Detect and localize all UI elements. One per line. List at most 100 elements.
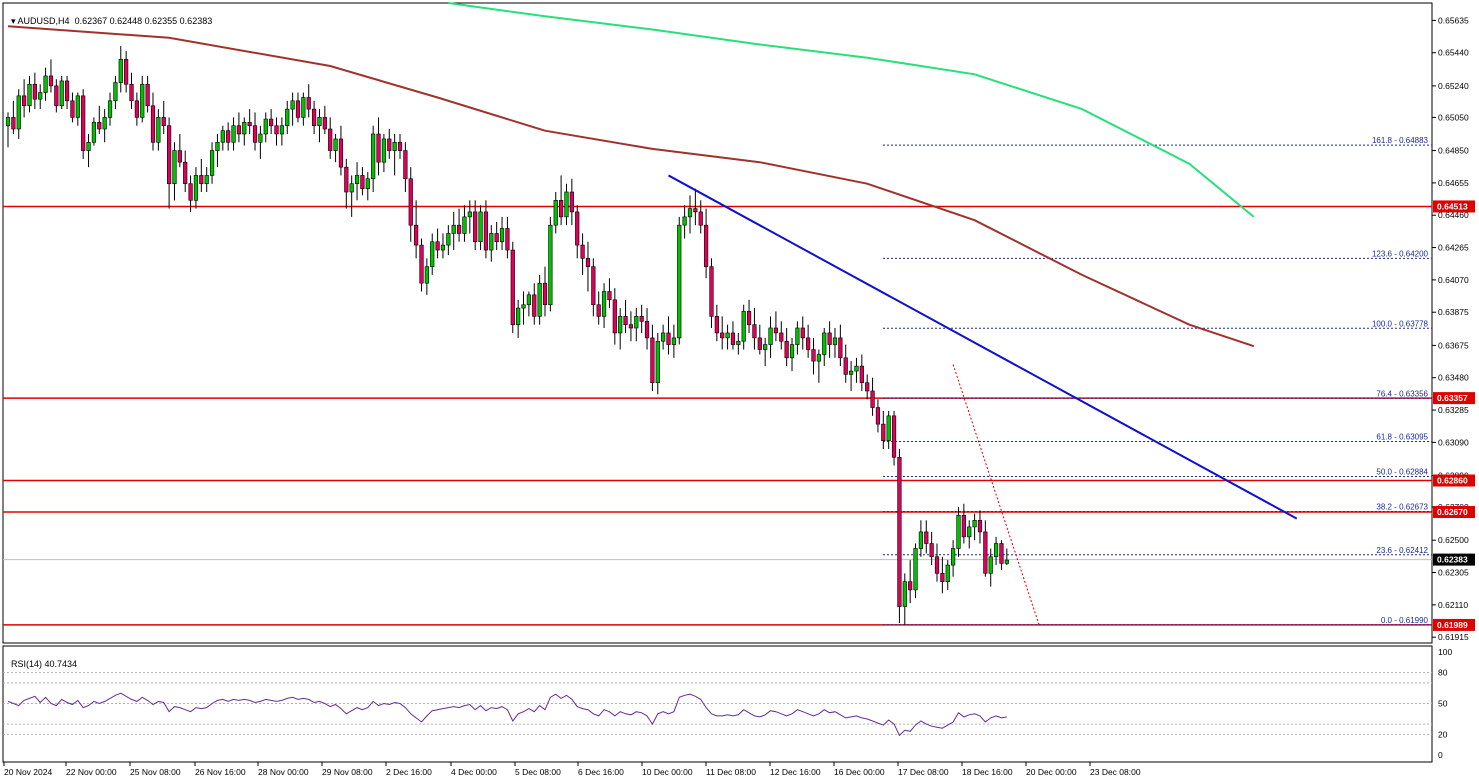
bull-candle	[682, 205, 687, 239]
bull-candle	[972, 513, 977, 541]
bear-candle	[784, 327, 789, 367]
bull-candle	[489, 225, 494, 262]
candle-body	[403, 150, 408, 180]
candle-body	[897, 457, 902, 607]
candle-body	[322, 117, 327, 130]
moving-average-long	[448, 2, 1255, 218]
candle-body	[891, 415, 897, 458]
fib-label: 38.2 - 0.62673	[1376, 503, 1428, 512]
bear-candle	[908, 560, 913, 604]
candle-body	[870, 390, 875, 408]
bear-candle	[161, 100, 166, 134]
candle-body	[462, 216, 467, 234]
candle-body	[542, 282, 548, 306]
candle-body	[908, 581, 913, 591]
candle-body	[193, 175, 199, 201]
bear-candle	[419, 238, 424, 292]
current-price-badge-label: 0.62383	[1437, 555, 1468, 565]
bear-candle	[129, 72, 134, 110]
bull-candle	[27, 75, 32, 113]
bear-candle	[859, 354, 864, 391]
time-tick-label: 10 Dec 00:00	[642, 767, 693, 777]
bear-candle	[145, 75, 150, 113]
bear-candle	[806, 324, 811, 358]
candle-body	[75, 95, 80, 118]
candle-body	[306, 97, 311, 110]
time-tick-label: 6 Dec 16:00	[578, 767, 624, 777]
candle-body	[999, 543, 1004, 564]
bear-candle	[623, 299, 628, 333]
candle-body	[548, 224, 553, 306]
candle-body	[886, 415, 891, 442]
candle-body	[354, 175, 360, 185]
candle-body	[913, 548, 918, 591]
candle-body	[902, 581, 907, 607]
bear-candle	[929, 531, 934, 566]
candle-body	[709, 266, 714, 317]
chart-menu-arrow-icon[interactable]: ▾	[11, 16, 18, 26]
bear-candle	[124, 51, 129, 93]
price-tick-label: 0.65440	[1438, 48, 1469, 58]
candle-body	[97, 122, 102, 130]
candle-body	[156, 117, 161, 143]
bull-candle	[349, 175, 354, 217]
candle-body	[161, 117, 166, 126]
candle-body	[730, 332, 736, 345]
bull-candle	[886, 410, 891, 450]
price-tick-label: 0.63285	[1438, 405, 1469, 415]
time-tick-label: 5 Dec 08:00	[515, 767, 561, 777]
bull-candle	[301, 92, 306, 126]
moving-average-mid	[7, 25, 1255, 348]
bear-candle	[843, 344, 848, 383]
bear-candle	[666, 316, 671, 355]
fib-label: 50.0 - 0.62884	[1376, 468, 1428, 477]
bear-candle	[575, 205, 580, 259]
time-tick-label: 26 Nov 16:00	[195, 767, 246, 777]
bull-candle	[285, 100, 290, 134]
bear-candle	[295, 92, 301, 123]
bear-candle	[881, 410, 886, 450]
candle-body	[473, 211, 478, 243]
price-tick-label: 0.62500	[1438, 535, 1469, 545]
fib-label: 0.0 - 0.61990	[1381, 616, 1429, 625]
bearish-trendline	[668, 174, 1298, 520]
price-tick-label: 0.64850	[1438, 146, 1469, 156]
level-price-badge	[1433, 618, 1475, 631]
bear-candle	[559, 175, 564, 226]
bull-candle	[741, 304, 746, 350]
candle-body	[86, 141, 91, 151]
bear-candle	[64, 75, 70, 110]
candle-body	[258, 133, 263, 143]
candle-body	[677, 224, 682, 339]
candle-body	[226, 130, 231, 143]
bear-candle	[97, 105, 102, 134]
bear-candle	[838, 324, 843, 367]
bear-candle	[811, 337, 816, 375]
candle-body	[344, 166, 349, 193]
candle-body	[279, 125, 284, 135]
time-tick-label: 22 Nov 00:00	[66, 767, 117, 777]
bear-candle	[387, 129, 392, 159]
candle-body	[242, 122, 247, 135]
bull-candle	[902, 573, 907, 625]
bear-candle	[714, 304, 719, 342]
candle-body	[107, 100, 113, 118]
bull-candle	[38, 84, 43, 110]
bear-candle	[596, 291, 601, 325]
candle-body	[32, 83, 37, 100]
bull-candle	[956, 507, 961, 557]
candle-body	[806, 337, 811, 350]
candle-body	[231, 125, 236, 143]
bear-candle	[397, 133, 403, 159]
bear-candle	[226, 122, 231, 151]
bear-candle	[473, 200, 478, 251]
bear-candle	[569, 178, 574, 226]
rsi-pane-frame	[2, 645, 1433, 763]
bull-candle	[768, 316, 773, 358]
candle-body	[843, 357, 848, 375]
candle-body	[993, 543, 999, 558]
candle-body	[27, 83, 32, 107]
candle-body	[494, 233, 499, 243]
bear-candle	[483, 200, 489, 259]
